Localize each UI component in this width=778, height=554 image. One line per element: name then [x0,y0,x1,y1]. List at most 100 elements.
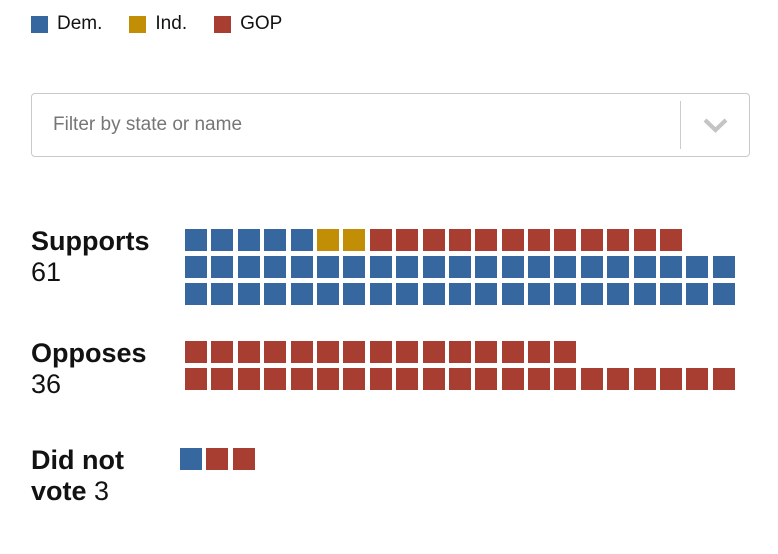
vote-square-dem[interactable] [396,283,419,305]
vote-square-dem[interactable] [211,283,234,305]
vote-square-gop[interactable] [528,341,551,363]
vote-square-gop[interactable] [554,229,577,251]
vote-square-gop[interactable] [422,229,445,251]
vote-square-ind[interactable] [343,229,366,251]
vote-square-gop[interactable] [528,368,551,390]
filter-input[interactable] [32,94,680,156]
vote-square-gop[interactable] [422,341,445,363]
vote-square-dem[interactable] [290,283,313,305]
vote-square-gop[interactable] [633,368,656,390]
vote-square-gop[interactable] [185,368,207,390]
vote-square-dem[interactable] [528,283,551,305]
vote-square-gop[interactable] [343,341,366,363]
vote-square-dem[interactable] [528,256,551,278]
vote-square-dem[interactable] [633,256,656,278]
vote-square-dem[interactable] [237,256,260,278]
vote-square-dem[interactable] [448,256,471,278]
vote-square-dem[interactable] [448,283,471,305]
vote-square-dem[interactable] [369,283,392,305]
vote-square-gop[interactable] [237,341,260,363]
vote-square-dem[interactable] [554,256,577,278]
vote-square-gop[interactable] [316,341,339,363]
vote-square-gop[interactable] [660,229,683,251]
vote-square-gop[interactable] [554,341,577,363]
vote-square-gop[interactable] [396,368,419,390]
vote-square-dem[interactable] [660,283,683,305]
vote-square-dem[interactable] [264,256,287,278]
vote-square-gop[interactable] [501,341,524,363]
vote-square-gop[interactable] [501,368,524,390]
vote-square-gop[interactable] [369,341,392,363]
vote-square-dem[interactable] [580,283,603,305]
vote-square-gop[interactable] [369,368,392,390]
vote-square-dem[interactable] [264,283,287,305]
vote-square-dem[interactable] [554,283,577,305]
vote-square-dem[interactable] [501,283,524,305]
vote-square-dem[interactable] [712,256,735,278]
vote-square-dem[interactable] [633,283,656,305]
vote-square-dem[interactable] [185,229,207,251]
vote-square-dem[interactable] [422,283,445,305]
vote-square-gop[interactable] [211,341,234,363]
vote-square-dem[interactable] [211,229,234,251]
vote-square-gop[interactable] [712,368,735,390]
vote-square-dem[interactable] [185,283,207,305]
vote-square-gop[interactable] [448,341,471,363]
vote-square-gop[interactable] [290,341,313,363]
vote-square-gop[interactable] [501,229,524,251]
vote-square-dem[interactable] [686,283,709,305]
state-name-filter[interactable] [31,93,750,157]
vote-square-gop[interactable] [237,368,260,390]
vote-square-dem[interactable] [180,448,202,470]
vote-square-gop[interactable] [580,368,603,390]
vote-square-gop[interactable] [185,341,207,363]
vote-square-dem[interactable] [264,229,287,251]
vote-square-gop[interactable] [264,368,287,390]
vote-square-gop[interactable] [607,229,630,251]
vote-square-gop[interactable] [264,341,287,363]
vote-square-dem[interactable] [316,256,339,278]
vote-square-gop[interactable] [607,368,630,390]
vote-square-gop[interactable] [396,341,419,363]
vote-square-gop[interactable] [580,229,603,251]
vote-square-gop[interactable] [316,368,339,390]
vote-square-dem[interactable] [580,256,603,278]
vote-square-gop[interactable] [633,229,656,251]
vote-square-gop[interactable] [343,368,366,390]
vote-square-dem[interactable] [475,283,498,305]
vote-square-dem[interactable] [290,229,313,251]
vote-square-gop[interactable] [475,229,498,251]
vote-square-dem[interactable] [237,229,260,251]
vote-square-gop[interactable] [686,368,709,390]
vote-square-gop[interactable] [528,229,551,251]
vote-square-gop[interactable] [369,229,392,251]
filter-dropdown-toggle[interactable] [681,94,749,156]
vote-square-gop[interactable] [448,368,471,390]
vote-square-dem[interactable] [712,283,735,305]
vote-square-dem[interactable] [475,256,498,278]
vote-square-dem[interactable] [211,256,234,278]
vote-square-dem[interactable] [316,283,339,305]
vote-square-dem[interactable] [343,256,366,278]
vote-square-dem[interactable] [237,283,260,305]
vote-square-dem[interactable] [686,256,709,278]
vote-square-gop[interactable] [475,341,498,363]
vote-square-dem[interactable] [290,256,313,278]
vote-square-gop[interactable] [211,368,234,390]
vote-square-dem[interactable] [501,256,524,278]
vote-square-gop[interactable] [290,368,313,390]
vote-square-gop[interactable] [422,368,445,390]
vote-square-gop[interactable] [206,448,229,470]
vote-square-dem[interactable] [607,283,630,305]
vote-square-gop[interactable] [232,448,255,470]
vote-square-dem[interactable] [422,256,445,278]
vote-square-gop[interactable] [396,229,419,251]
vote-square-ind[interactable] [316,229,339,251]
vote-square-dem[interactable] [396,256,419,278]
vote-square-gop[interactable] [554,368,577,390]
vote-square-gop[interactable] [660,368,683,390]
vote-square-dem[interactable] [369,256,392,278]
vote-square-dem[interactable] [660,256,683,278]
vote-square-gop[interactable] [448,229,471,251]
vote-square-gop[interactable] [475,368,498,390]
